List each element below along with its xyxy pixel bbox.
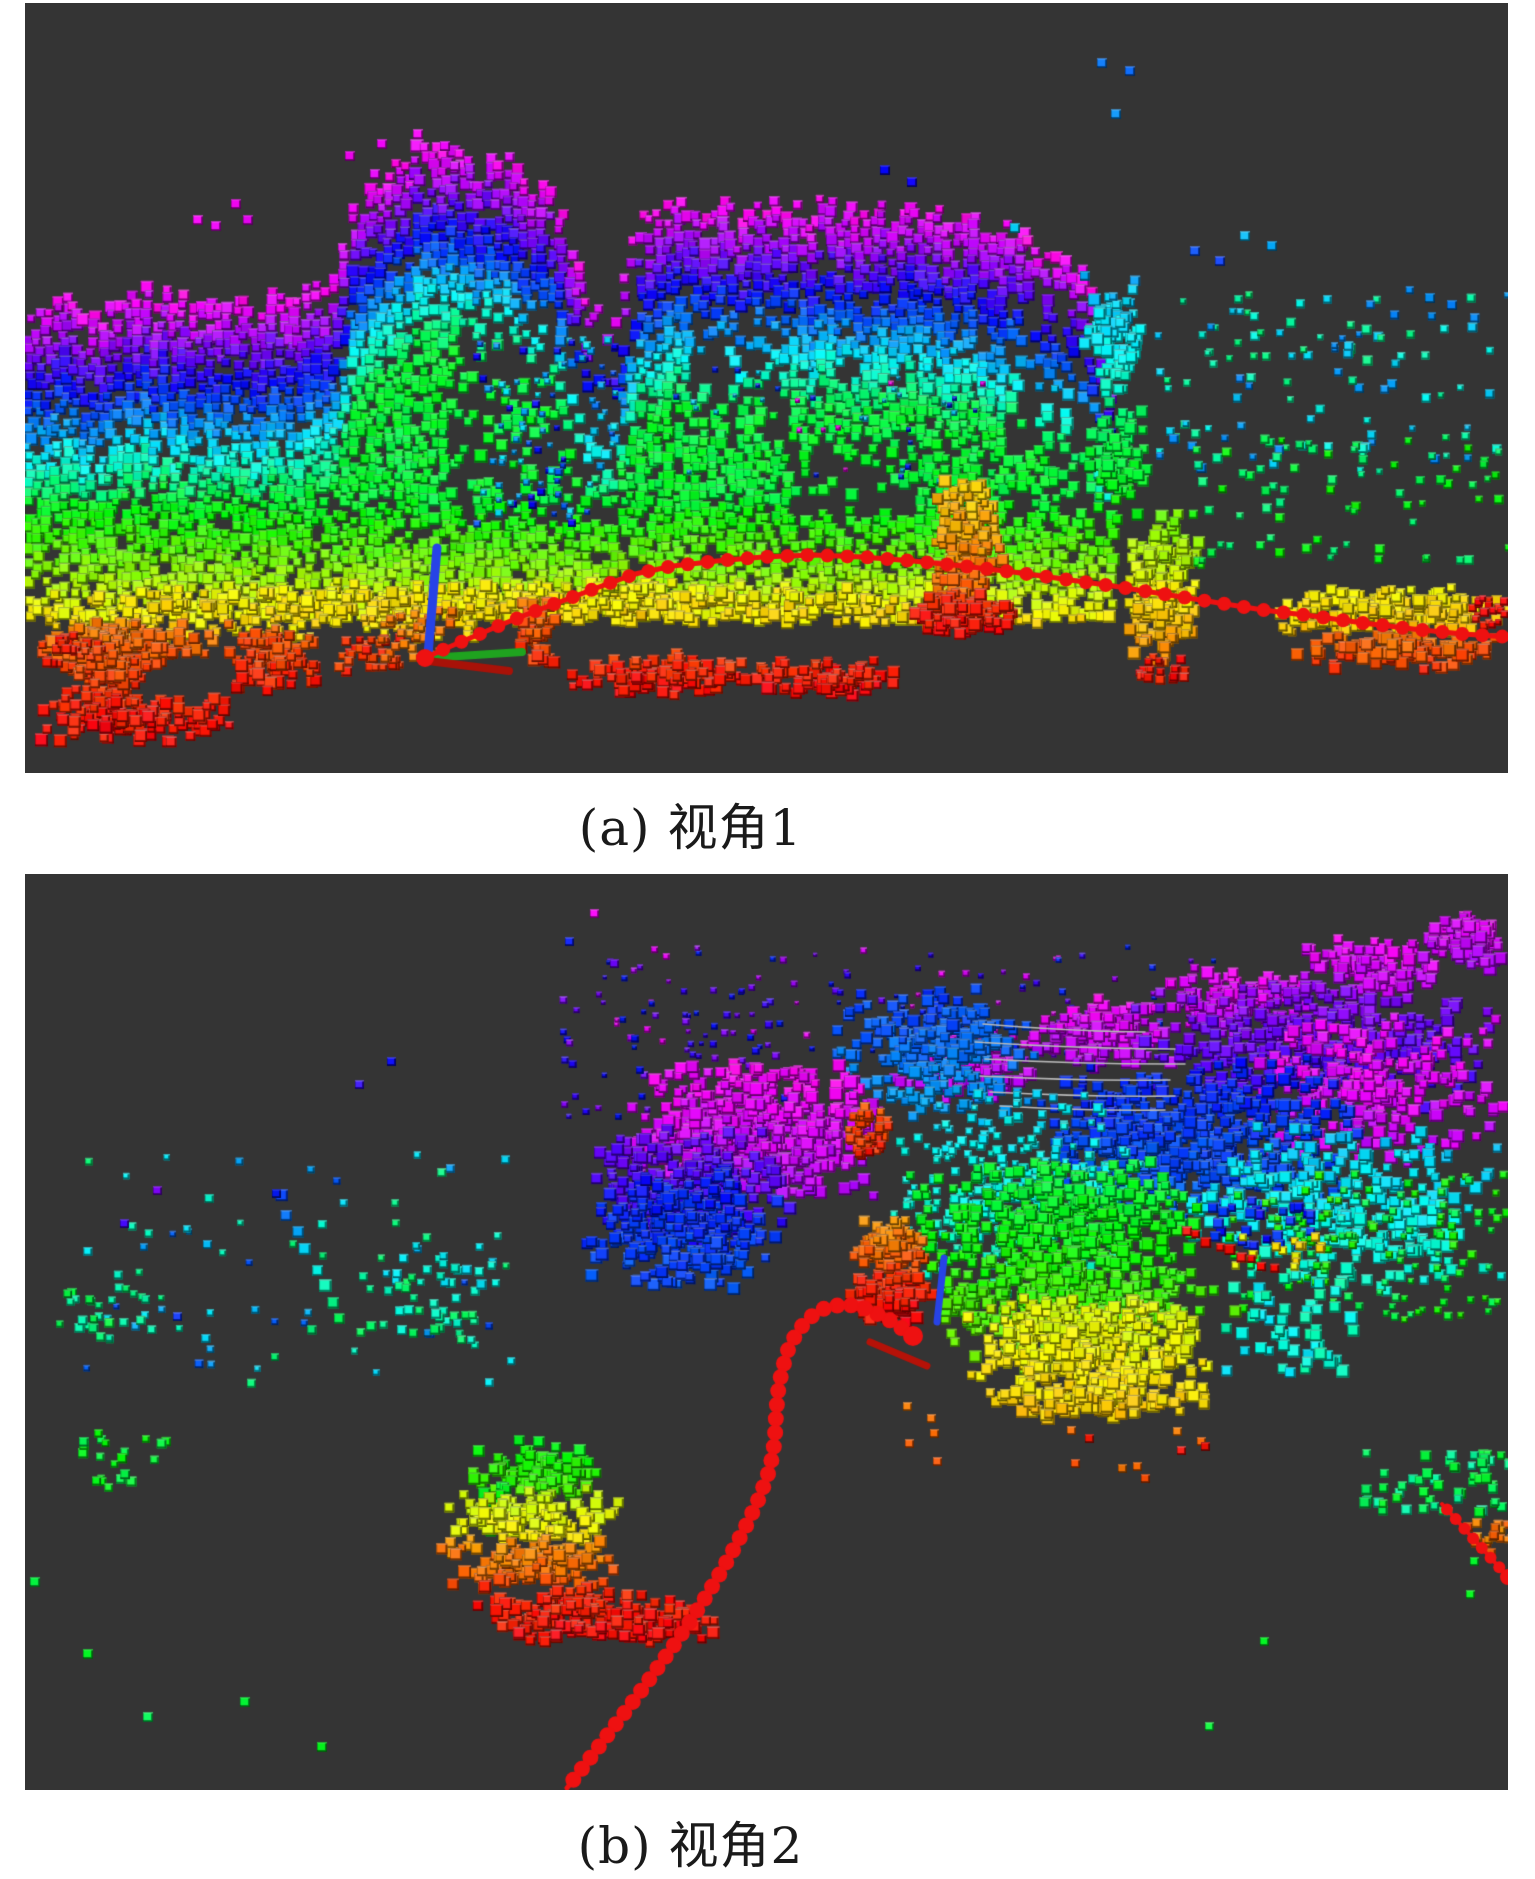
pointcloud-view-1 bbox=[25, 3, 1508, 773]
paper-figure: (a) 视角1 (b) 视角2 bbox=[0, 3, 1535, 1876]
pointcloud-panel-1 bbox=[25, 3, 1535, 773]
pointcloud-view-2 bbox=[25, 874, 1508, 1790]
caption-view-2: (b) 视角2 bbox=[577, 1817, 804, 1875]
caption-view-1: (a) 视角1 bbox=[578, 799, 803, 857]
pointcloud-panel-2 bbox=[25, 874, 1535, 1790]
